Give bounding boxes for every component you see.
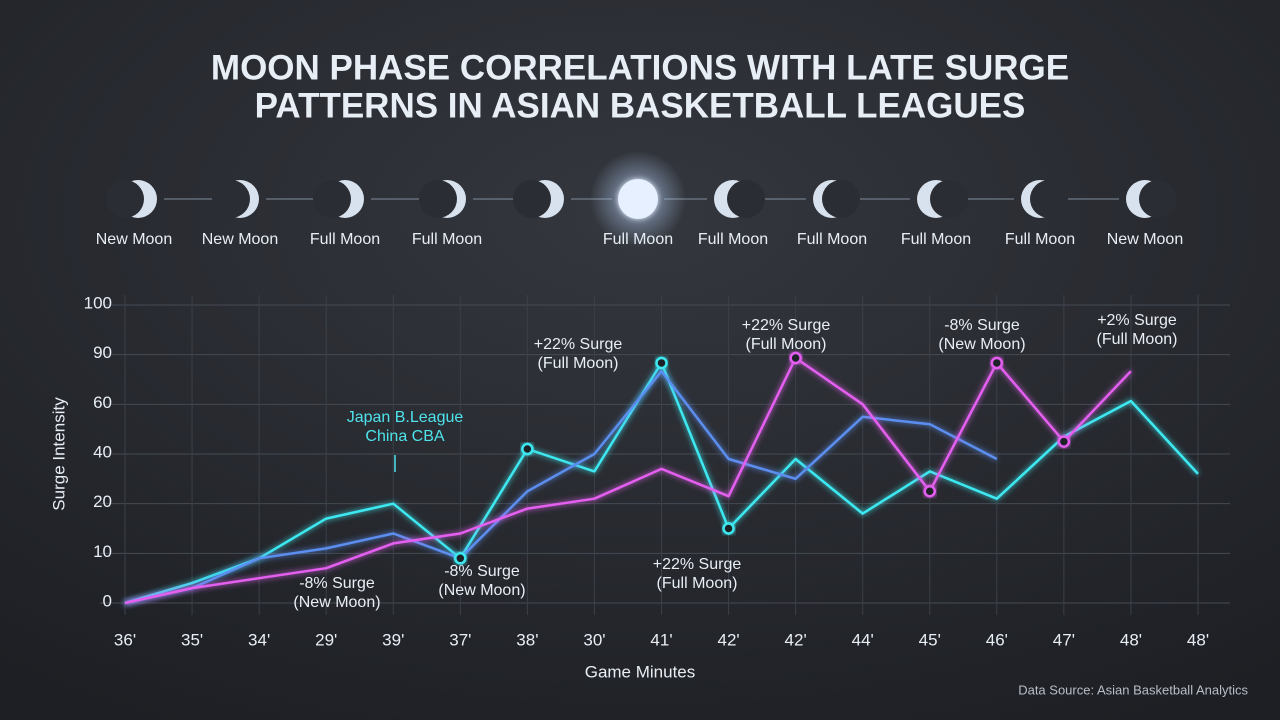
moon-label: Full Moon: [310, 231, 380, 248]
annotation: (New Moon): [293, 594, 380, 611]
x-tick-label: 34': [248, 630, 270, 649]
chart-title: PATTERNS IN ASIAN BASKETBALL LEAGUES: [255, 86, 1026, 125]
y-axis-label: Surge Intensity: [49, 397, 68, 511]
x-tick-label: 48': [1187, 630, 1209, 649]
moon-shadow: [419, 180, 457, 218]
series-line: [124, 369, 998, 605]
annotation: -8% Surge: [299, 575, 375, 592]
moon-label: New Moon: [1107, 231, 1183, 248]
annotation: (Full Moon): [538, 355, 619, 372]
x-tick-label: 30': [583, 630, 605, 649]
point-marker: [722, 522, 735, 535]
moon-shadow: [727, 180, 765, 218]
source-note: Data Source: Asian Basketball Analytics: [1018, 682, 1248, 697]
chart-title: MOON PHASE CORRELATIONS WITH LATE SURGE: [211, 48, 1069, 87]
annotation: (New Moon): [438, 582, 525, 599]
annotation: +22% Surge: [742, 317, 831, 334]
x-tick-label: 48': [1120, 630, 1142, 649]
moon-label: Full Moon: [1005, 231, 1075, 248]
x-tick-label: 44': [852, 630, 874, 649]
annotation: (New Moon): [938, 336, 1025, 353]
y-tick-label: 100: [84, 293, 112, 312]
x-tick-label: 38': [516, 630, 538, 649]
annotation: +22% Surge: [653, 556, 742, 573]
point-marker: [655, 356, 668, 370]
y-tick-label: 0: [103, 591, 112, 610]
point-marker: [923, 485, 936, 498]
point-marker: [454, 552, 467, 565]
moon-shadow: [1139, 180, 1177, 218]
y-tick-label: 90: [93, 343, 112, 362]
moon-label: Full Moon: [603, 231, 673, 248]
moon-label: Full Moon: [797, 231, 867, 248]
y-tick-label: 60: [93, 393, 112, 412]
annotation: China CBA: [365, 428, 444, 445]
point-marker: [1057, 435, 1071, 448]
moon-shadow: [1030, 180, 1068, 218]
point-marker: [789, 351, 802, 365]
x-tick-label: 42': [717, 630, 739, 649]
point-marker: [990, 356, 1004, 370]
moon-shadow: [212, 180, 250, 218]
moon-label: New Moon: [96, 231, 172, 248]
annotation: +22% Surge: [534, 336, 623, 353]
moon-shadow: [513, 180, 551, 218]
y-tick-label: 10: [93, 542, 112, 561]
x-tick-label: 41': [650, 630, 672, 649]
moon-row: New Moon New Moon Full Moon Full Moon Full M…: [96, 151, 1183, 248]
moon-label: New Moon: [202, 231, 278, 248]
x-tick-label: 29': [315, 630, 337, 649]
moon-shadow: [106, 180, 144, 218]
annotation: (Full Moon): [1097, 331, 1178, 348]
x-tick-label: 37': [449, 630, 471, 649]
moon-label: Full Moon: [698, 231, 768, 248]
moon: [618, 179, 658, 219]
y-tick-label: 40: [93, 442, 112, 461]
point-marker: [521, 442, 534, 456]
moon-shadow: [313, 180, 351, 218]
annotation: (Full Moon): [746, 336, 827, 353]
x-tick-label: 42': [785, 630, 807, 649]
annotation: -8% Surge: [944, 317, 1020, 334]
annotation: -8% Surge: [444, 563, 520, 580]
moon-label: Full Moon: [901, 231, 971, 248]
x-axis-label: Game Minutes: [585, 662, 696, 681]
x-tick-label: 35': [181, 630, 203, 649]
annotation: Japan B.League: [347, 409, 464, 426]
x-tick-label: 46': [986, 630, 1008, 649]
x-tick-label: 45': [919, 630, 941, 649]
x-tick-label: 39': [382, 630, 404, 649]
moon-shadow: [930, 180, 968, 218]
plot: 0 10 20 40 60 90 100 36' 35' 34' 29' 39' 37' 38' 30' 41…: [84, 293, 1230, 649]
annotation: (Full Moon): [657, 575, 738, 592]
series-line: [124, 356, 1132, 605]
moon-shadow: [822, 180, 860, 218]
x-tick-label: 47': [1053, 630, 1075, 649]
x-tick-label: 36': [114, 630, 136, 649]
y-tick-label: 20: [93, 492, 112, 511]
moon-label: Full Moon: [412, 231, 482, 248]
annotation: +2% Surge: [1097, 312, 1177, 329]
